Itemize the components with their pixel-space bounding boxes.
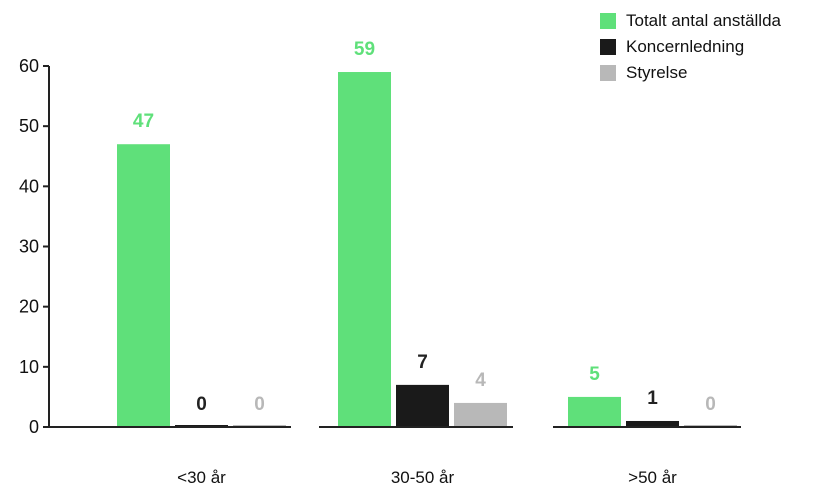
- data-label-2-2: 0: [705, 394, 716, 415]
- legend-item-styrelse: Styrelse: [600, 60, 781, 86]
- legend-swatch-styrelse: [600, 65, 616, 81]
- legend-label-totalt: Totalt antal anställda: [626, 11, 781, 30]
- bar-2-0: [568, 396, 621, 427]
- bar-0-0: [117, 144, 170, 427]
- data-label-1-1: 7: [417, 352, 428, 373]
- x-category-label-2: >50 år: [628, 468, 677, 487]
- y-tick-label-4: 40: [19, 176, 39, 196]
- data-label-0-0: 47: [133, 111, 154, 132]
- bar-1-2: [454, 402, 507, 427]
- legend-label-styrelse: Styrelse: [626, 63, 688, 82]
- x-category-label-1: 30-50 år: [391, 468, 455, 487]
- y-tick-label-3: 30: [19, 237, 39, 257]
- y-tick-label-6: 60: [19, 56, 39, 76]
- y-tick-label-1: 10: [19, 357, 39, 377]
- x-category-label-0: <30 år: [177, 468, 226, 487]
- legend-swatch-koncernledning: [600, 39, 616, 55]
- legend-swatch-totalt: [600, 13, 616, 29]
- bar-2-1: [626, 420, 679, 427]
- y-tick-label-0: 0: [29, 417, 39, 437]
- legend-item-totalt: Totalt antal anställda: [600, 8, 781, 34]
- legend: Totalt antal anställda Koncernledning St…: [600, 8, 781, 86]
- data-label-2-0: 5: [589, 364, 600, 385]
- data-label-2-1: 1: [647, 388, 658, 409]
- y-tick-label-2: 20: [19, 297, 39, 317]
- legend-label-koncernledning: Koncernledning: [626, 37, 745, 56]
- bar-1-1: [396, 384, 449, 427]
- data-label-0-2: 0: [254, 394, 265, 415]
- bar-1-0: [338, 72, 391, 428]
- legend-item-koncernledning: Koncernledning: [600, 34, 781, 60]
- data-label-0-1: 0: [196, 394, 207, 415]
- data-label-1-2: 4: [475, 370, 486, 391]
- data-label-1-0: 59: [354, 39, 375, 60]
- y-tick-label-5: 50: [19, 116, 39, 136]
